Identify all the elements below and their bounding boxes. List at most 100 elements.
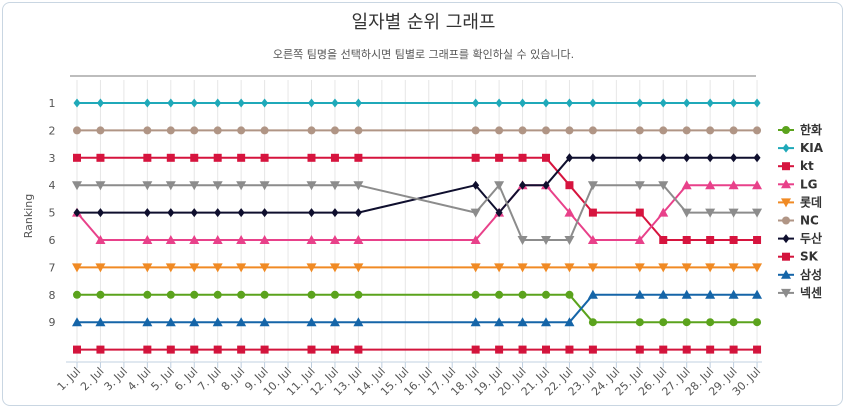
data-point <box>564 236 575 245</box>
data-point <box>143 126 152 135</box>
data-point <box>96 290 105 299</box>
legend-label: kt <box>800 159 814 173</box>
data-point <box>237 153 246 162</box>
data-point <box>565 345 574 354</box>
legend-item[interactable]: 넥센 <box>778 285 822 300</box>
data-point <box>96 126 105 135</box>
data-point <box>659 345 668 354</box>
data-point <box>470 263 481 273</box>
data-point <box>729 126 738 135</box>
legend-item[interactable]: SK <box>778 250 819 264</box>
data-point <box>658 289 669 299</box>
legend-label: 넥센 <box>800 285 822 300</box>
series-lines <box>76 102 757 351</box>
data-point <box>542 345 550 354</box>
data-point <box>730 153 738 163</box>
data-point <box>143 290 152 299</box>
data-point <box>261 208 269 218</box>
data-point <box>354 153 363 162</box>
legend-item[interactable]: 한화 <box>778 122 822 137</box>
legend-label: 한화 <box>800 122 822 137</box>
legend-item[interactable]: KIA <box>778 141 824 155</box>
data-point <box>329 181 340 191</box>
data-point <box>307 126 316 135</box>
data-point <box>729 236 738 244</box>
data-point <box>495 126 504 135</box>
data-point <box>494 263 505 273</box>
data-point <box>73 153 81 162</box>
y-tick-label: 8 <box>49 289 56 302</box>
legend-item[interactable]: NC <box>778 214 819 228</box>
data-point <box>237 345 246 354</box>
data-point <box>519 180 527 190</box>
data-point <box>190 208 198 218</box>
data-point <box>213 290 222 299</box>
data-point <box>635 345 644 354</box>
legend-label: 두산 <box>800 231 822 246</box>
data-point <box>542 290 550 299</box>
data-point <box>142 181 153 191</box>
y-tick-label: 3 <box>49 152 56 165</box>
data-point <box>729 318 738 327</box>
data-point <box>752 208 763 218</box>
data-point <box>72 317 82 327</box>
chart-subtitle: 오른쪽 팀명을 선택하시면 팀별로 그래프를 확인하실 수 있습니다. <box>272 48 575 61</box>
legend-item[interactable]: kt <box>778 159 814 173</box>
data-point <box>236 263 247 273</box>
data-point <box>72 181 82 191</box>
data-point <box>236 181 247 191</box>
data-point <box>353 317 364 327</box>
data-point <box>634 263 645 273</box>
data-point <box>752 180 763 190</box>
data-point <box>471 345 480 354</box>
data-point <box>589 98 597 108</box>
data-point <box>683 153 691 163</box>
legend-marker <box>782 234 790 244</box>
data-point <box>634 235 645 244</box>
data-point <box>589 153 597 163</box>
data-point <box>331 208 339 218</box>
data-point <box>471 290 480 299</box>
legend-marker <box>782 216 790 225</box>
data-point <box>73 345 81 354</box>
data-point <box>189 181 200 191</box>
series-markers <box>72 98 763 354</box>
data-point <box>518 153 527 162</box>
data-point <box>472 180 480 190</box>
legend-item[interactable]: LG <box>778 177 818 191</box>
y-tick-label: 4 <box>49 179 56 192</box>
data-point <box>73 98 81 108</box>
legend-item[interactable]: 삼성 <box>778 267 822 282</box>
data-point <box>681 289 692 299</box>
data-point <box>495 345 504 354</box>
data-point <box>517 236 528 245</box>
data-point <box>753 318 762 327</box>
data-point <box>658 207 669 217</box>
legend-item[interactable]: 두산 <box>778 231 822 246</box>
data-point <box>564 207 575 217</box>
data-point <box>753 126 762 135</box>
data-point <box>659 153 667 163</box>
x-tick-label: 5. Jul <box>148 365 176 393</box>
x-tick-label: 7. Jul <box>195 365 223 393</box>
data-point <box>306 181 317 191</box>
data-point <box>542 126 550 135</box>
data-point <box>354 345 363 354</box>
legend-item[interactable]: 롯데 <box>778 194 822 209</box>
data-point <box>565 181 574 190</box>
data-point <box>728 180 739 190</box>
data-point <box>705 289 716 299</box>
data-point <box>189 235 200 244</box>
data-point <box>682 126 691 135</box>
x-tick-label: 8. Jul <box>219 365 247 393</box>
data-point <box>495 98 503 108</box>
x-tick-label: 3. Jul <box>102 365 130 393</box>
data-point <box>190 126 199 135</box>
data-point <box>165 235 176 244</box>
data-point <box>730 98 738 108</box>
data-point <box>682 345 691 354</box>
data-point <box>658 263 669 273</box>
legend-label: NC <box>800 214 819 228</box>
data-point <box>681 180 692 190</box>
